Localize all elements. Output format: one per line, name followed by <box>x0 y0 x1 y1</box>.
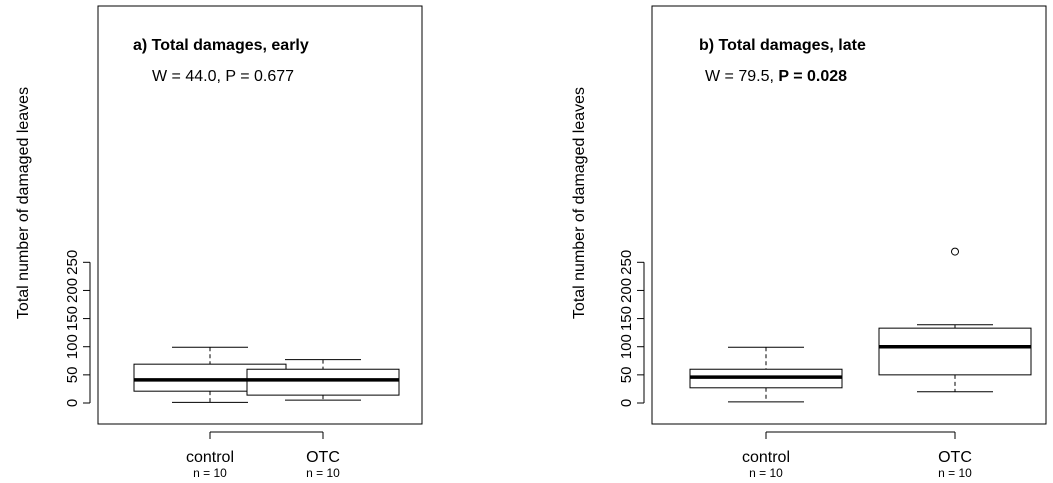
y-tick-label: 0 <box>64 399 81 407</box>
y-tick-label: 100 <box>618 334 635 359</box>
x-category-label: OTC <box>938 449 972 466</box>
y-tick-label: 50 <box>618 367 635 384</box>
box-otc <box>878 247 1032 393</box>
panel-a: 0 50 100 150 200 250 Total number of damaged l… <box>15 5 423 480</box>
test-statistic: W = 44.0, P = 0.677 <box>152 68 294 85</box>
panel-b: 0 50 100 150 200 250 Total number of damaged l… <box>571 5 1047 480</box>
test-statistic: W = 79.5, P = 0.028 <box>705 68 847 85</box>
box-otc <box>246 359 400 401</box>
y-tick-label: 250 <box>64 250 81 275</box>
box-control <box>689 346 843 403</box>
y-tick-label: 100 <box>64 334 81 359</box>
y-tick-label: 0 <box>618 399 635 407</box>
y-tick-label: 200 <box>64 278 81 303</box>
y-tick-label: 50 <box>64 367 81 384</box>
y-axis-label: Total number of damaged leaves <box>15 87 32 319</box>
p-value: P = 0.677 <box>225 68 294 85</box>
plot-frame <box>651 5 1047 425</box>
sample-size-label: n = 10 <box>306 466 340 480</box>
interquartile-box <box>878 327 1032 376</box>
x-category-label: OTC <box>306 449 340 466</box>
sample-size-label: n = 10 <box>938 466 972 480</box>
outlier-point <box>951 247 959 256</box>
y-tick-label: 150 <box>64 306 81 331</box>
y-axis-label: Total number of damaged leaves <box>571 87 588 319</box>
y-tick-label: 250 <box>618 250 635 275</box>
plot-frame <box>97 5 423 425</box>
sample-size-label: n = 10 <box>749 466 783 480</box>
sample-size-label: n = 10 <box>193 466 227 480</box>
panel-title: a) Total damages, early <box>133 37 309 54</box>
panel-title: b) Total damages, late <box>699 37 866 54</box>
p-value: P = 0.028 <box>778 68 847 85</box>
interquartile-box <box>246 368 400 396</box>
w-statistic: W = 79.5, <box>705 68 778 85</box>
x-category-label: control <box>742 449 790 466</box>
y-tick-label: 200 <box>618 278 635 303</box>
x-category-label: control <box>186 449 234 466</box>
y-tick-label: 150 <box>618 306 635 331</box>
w-statistic: W = 44.0, <box>152 68 225 85</box>
